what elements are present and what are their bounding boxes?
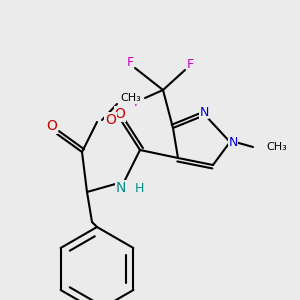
Text: O: O [115,107,125,121]
Text: O: O [105,113,116,127]
Text: H: H [134,182,144,194]
Text: F: F [186,58,194,71]
Text: N: N [199,106,209,118]
Text: N: N [116,181,126,195]
Text: CH₃: CH₃ [266,142,287,152]
Text: N: N [228,136,238,148]
Text: CH₃: CH₃ [120,93,141,103]
Text: F: F [134,97,141,110]
Text: F: F [126,56,134,70]
Text: O: O [46,119,57,133]
